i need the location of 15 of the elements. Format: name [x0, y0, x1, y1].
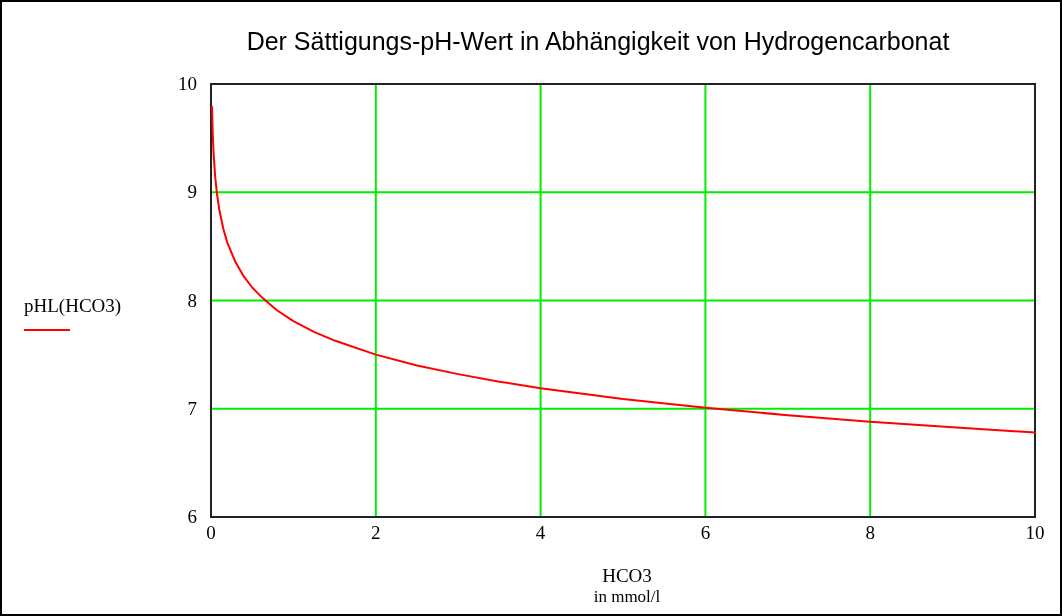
y-tick-label: 9 [187, 181, 197, 203]
text: pHL(HCO3) [24, 295, 122, 317]
y-tick-label: 10 [178, 73, 197, 94]
x-axis-title: HCO3 in mmol/l [593, 565, 661, 606]
x-tick-label: 4 [535, 522, 546, 543]
x-tick-label: 6 [700, 522, 711, 543]
y-tick-label: 6 [187, 506, 197, 527]
y-tick-label: 7 [187, 397, 197, 419]
x-tick-label: 10 [1025, 522, 1045, 543]
line-series [210, 105, 1036, 434]
x-tick-label: 8 [865, 522, 875, 543]
x-tick-label: 0 [206, 522, 216, 543]
y-tick-label: 8 [187, 289, 197, 311]
x-tick-label: 2 [371, 522, 381, 543]
chart-title: Der Sättigungs-pH-Wert in Abhängigkeit von Hydrogencarbonat [246, 27, 950, 55]
